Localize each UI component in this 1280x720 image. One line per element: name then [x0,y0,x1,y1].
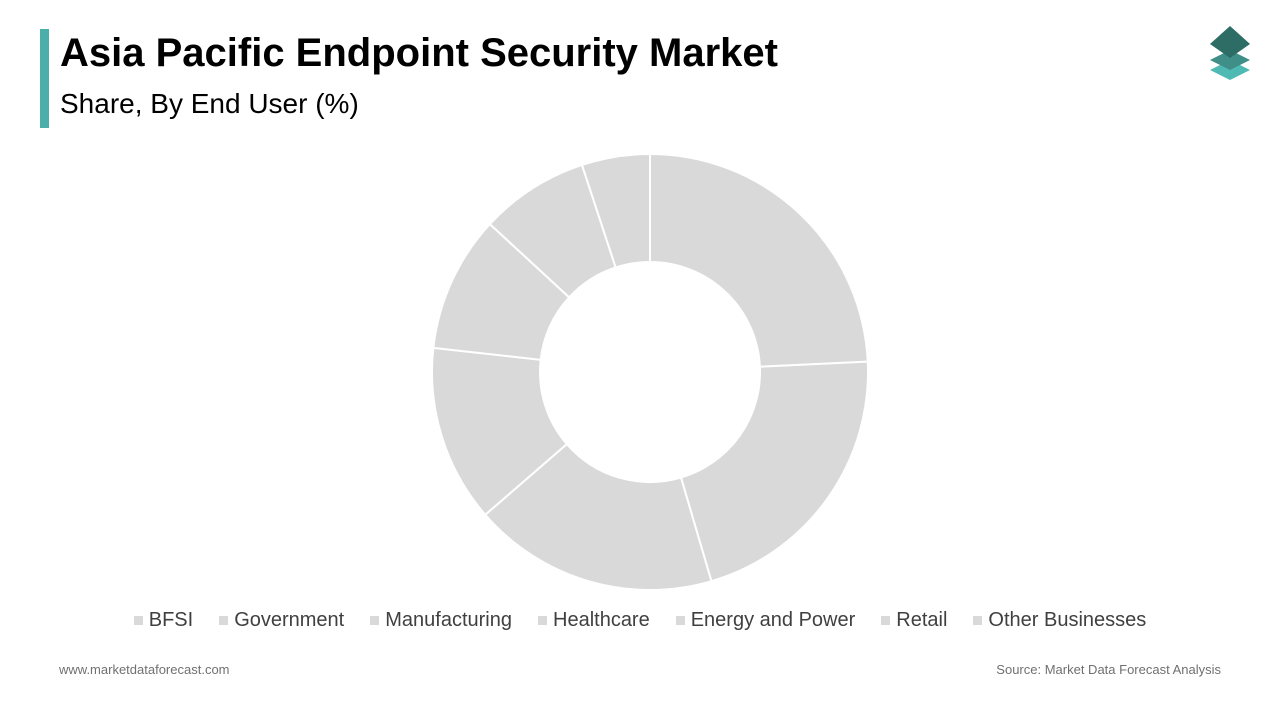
legend-item-energy-and-power: Energy and Power [675,608,856,632]
legend-swatch [538,615,547,625]
donut-slice-manufacturing [483,442,713,591]
donut-slice-government [679,360,869,583]
legend-label: Healthcare [553,608,650,631]
legend-label: BFSI [148,608,194,631]
legend-swatch [219,615,229,625]
legend-item-manufacturing: Manufacturing [370,609,512,632]
legend-label: Retail [896,608,948,631]
donut-slice-bfsi [649,152,869,368]
title-accent-bar [40,29,49,128]
chart-subtitle: Share, By End User (%) [60,88,359,119]
legend-label: Government [234,608,345,631]
legend-item-retail: Retail [881,609,947,632]
legend-item-healthcare: Healthcare [538,609,650,632]
legend-swatch [881,615,891,625]
legend-label: Other Businesses [988,608,1147,631]
website-footer: www.marketdataforecast.com [59,662,230,677]
donut-slice-other-businesses [580,152,651,269]
legend-swatch [370,615,380,625]
chart-title: Asia Pacific Endpoint Security Market [60,31,778,75]
legend-item-bfsi: BFSI [133,608,194,632]
logo-layer-top [1210,26,1250,58]
legend-item-other-businesses: Other Businesses [973,609,1146,632]
source-footer: Source: Market Data Forecast Analysis [996,662,1221,677]
legend-item-government: Government [219,609,344,632]
logo-layer-middle [1210,50,1250,70]
legend-label: Manufacturing [385,608,512,631]
legend-swatch [675,615,685,625]
legend-label: Energy and Power [690,608,856,631]
stacked-layers-icon [1210,26,1250,80]
legend-swatch [133,615,143,625]
legend-swatch [973,615,983,625]
chart-legend: BFSI Government Manufacturing Healthcare Ene… [0,607,1280,633]
